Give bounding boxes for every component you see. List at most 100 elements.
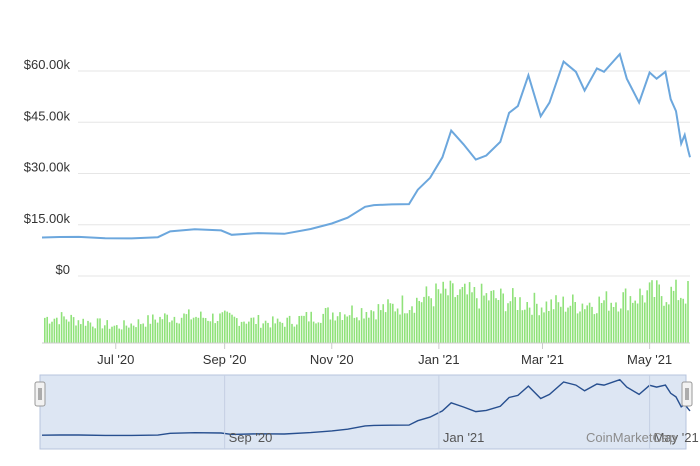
volume-bar	[214, 323, 216, 343]
volume-bar	[478, 308, 480, 343]
volume-bar	[356, 317, 358, 343]
volume-bar	[392, 303, 394, 343]
volume-bar	[317, 322, 320, 343]
volume-bar	[48, 323, 51, 343]
volume-bar	[279, 321, 281, 343]
volume-bar	[327, 307, 329, 343]
volume-bar	[495, 298, 497, 343]
volume-bar	[389, 303, 392, 343]
price-line	[41, 52, 691, 240]
volume-bar	[660, 296, 663, 343]
volume-bar	[416, 297, 418, 343]
volume-bar	[154, 319, 156, 343]
volume-bar	[147, 315, 149, 343]
volume-bar	[161, 319, 164, 343]
navigator-handle-right[interactable]	[681, 381, 693, 407]
volume-bar	[89, 322, 92, 343]
volume-bar	[399, 314, 401, 343]
volume-bar	[332, 312, 334, 343]
volume-bar	[111, 326, 113, 343]
volume-bar	[370, 310, 372, 343]
volume-bar	[531, 314, 533, 343]
volume-bar	[120, 329, 123, 343]
volume-bar	[245, 323, 248, 343]
volume-bar	[584, 309, 586, 343]
x-tick-label: Nov '20	[310, 352, 354, 367]
volume-bar	[92, 326, 94, 343]
volume-bar	[466, 294, 468, 343]
volume-bar	[300, 315, 303, 343]
x-tick-label: Jan '21	[418, 352, 460, 367]
watermark: CoinMarketCap	[586, 430, 676, 445]
volume-bar	[185, 314, 188, 343]
volume-bar	[497, 300, 500, 343]
volume-bar	[104, 325, 106, 343]
volume-bar	[60, 312, 63, 343]
volume-bar	[603, 300, 605, 343]
volume-bar	[452, 283, 454, 343]
volume-bar	[346, 316, 348, 343]
volume-bar	[490, 290, 492, 343]
volume-bar	[293, 326, 296, 343]
volume-bar	[77, 320, 80, 343]
volume-bar	[65, 319, 68, 343]
x-tick-label: Sep '20	[203, 352, 247, 367]
volume-bar	[456, 295, 459, 343]
volume-bar	[365, 312, 368, 343]
volume-bar	[533, 292, 536, 343]
range-navigator[interactable]: Sep '20 Jan '21 May '21 CoinMarketCap	[34, 374, 699, 450]
volume-bar	[382, 304, 384, 343]
volume-bar	[118, 328, 120, 343]
volume-bar	[286, 317, 288, 343]
volume-bar	[128, 327, 130, 343]
volume-bar	[675, 279, 677, 343]
volume-bar	[351, 305, 353, 343]
volume-bar	[684, 303, 687, 343]
volume-bar	[140, 324, 142, 343]
volume-bar	[572, 294, 574, 343]
volume-bar	[425, 286, 428, 343]
volume-bar	[605, 291, 608, 343]
navigator-handle-left[interactable]	[34, 381, 46, 407]
volume-bar	[281, 322, 284, 343]
volume-bar	[622, 292, 624, 343]
volume-bar	[608, 310, 610, 343]
volume-bar	[231, 314, 233, 343]
volume-bar	[394, 311, 396, 343]
volume-bar	[123, 320, 125, 343]
volume-bar	[377, 304, 380, 343]
volume-bar	[272, 316, 274, 343]
volume-bar	[46, 316, 48, 343]
volume-bar	[384, 312, 387, 343]
y-tick-label: $60.00k	[24, 57, 71, 72]
navigator-labels: Sep '20 Jan '21 May '21	[224, 375, 699, 449]
volume-bar	[298, 316, 300, 343]
volume-bar	[677, 300, 680, 343]
volume-bar	[106, 320, 108, 343]
volume-bar	[96, 318, 99, 343]
volume-bar	[315, 323, 317, 343]
volume-bar	[99, 318, 101, 343]
volume-bar	[360, 308, 363, 343]
volume-bar	[406, 313, 408, 343]
volume-bar	[221, 312, 224, 343]
volume-bar	[504, 311, 507, 343]
volume-bar	[404, 313, 406, 343]
volume-bar	[204, 318, 207, 343]
volume-bar	[641, 295, 644, 343]
volume-bar	[358, 320, 360, 343]
volume-bar	[620, 308, 622, 343]
volume-bar	[586, 305, 588, 343]
volume-bar	[483, 295, 485, 343]
navigator-label: Sep '20	[229, 430, 273, 445]
volume-bar	[113, 325, 116, 343]
navigator-label: Jan '21	[443, 430, 485, 445]
volume-bar	[682, 298, 684, 343]
volume-bar	[480, 283, 483, 343]
volume-bar	[56, 317, 58, 343]
volume-bar	[509, 301, 512, 343]
volume-bar	[665, 302, 668, 343]
volume-bar	[132, 325, 135, 343]
volume-bar	[593, 314, 596, 343]
volume-bar	[516, 310, 519, 343]
